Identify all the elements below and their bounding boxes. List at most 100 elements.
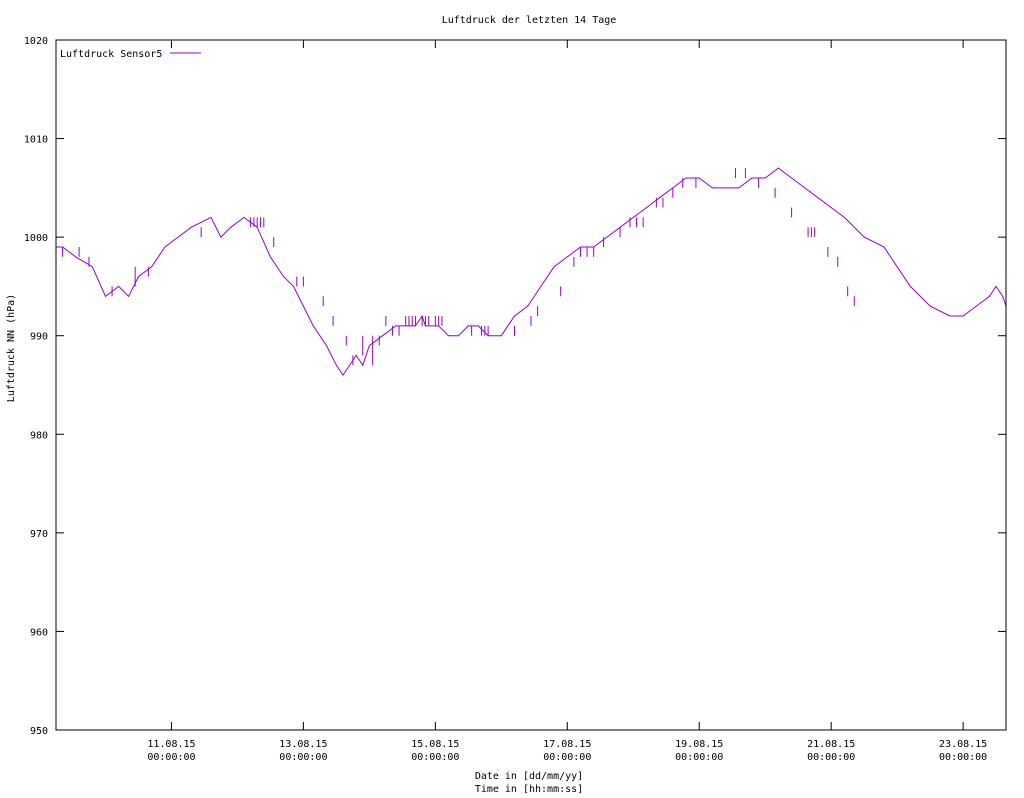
y-tick-label: 990: [30, 332, 48, 343]
series-point: [909, 285, 911, 287]
y-tick-label: 980: [30, 430, 48, 441]
series-point: [190, 226, 192, 228]
series-point: [975, 305, 977, 307]
series-point: [685, 177, 687, 179]
x-tick-label-time: 00:00:00: [411, 752, 459, 763]
y-tick-label: 1010: [24, 135, 48, 146]
series-point: [896, 266, 898, 268]
series-point: [791, 177, 793, 179]
series-point: [659, 197, 661, 199]
x-tick-label-date: 19.08.15: [675, 739, 723, 750]
series-point: [421, 315, 423, 317]
y-axis-ticks: 950 960 970 980 990 1000 1010 1020: [24, 36, 1006, 737]
series-point: [817, 197, 819, 199]
x-tick-label-date: 21.08.15: [807, 739, 855, 750]
series-point: [777, 167, 779, 169]
series-point: [949, 315, 951, 317]
series-point: [151, 266, 153, 268]
series-point: [210, 216, 212, 218]
series-point: [325, 345, 327, 347]
series-point: [164, 246, 166, 248]
x-axis-ticks: 11.08.15 00:00:00 13.08.15 00:00:00 15.08.15…: [147, 40, 987, 763]
series-point: [540, 285, 542, 287]
series-point: [711, 187, 713, 189]
series-point: [527, 305, 529, 307]
series-point: [553, 266, 555, 268]
series-point: [962, 315, 964, 317]
series-point: [738, 187, 740, 189]
y-tick-label: 1020: [24, 36, 48, 47]
series-point: [230, 226, 232, 228]
x-tick-label-time: 00:00:00: [279, 752, 327, 763]
series-layer: [55, 167, 1007, 376]
series-point: [438, 325, 440, 327]
series-point: [995, 285, 997, 287]
series-point: [804, 187, 806, 189]
legend-label: Luftdruck Sensor5: [60, 49, 162, 60]
series-point: [672, 187, 674, 189]
series-point: [477, 325, 479, 327]
series-point: [91, 266, 93, 268]
y-axis-label: Luftdruck NN (hPa): [6, 294, 17, 402]
series-point: [342, 374, 344, 376]
series-point: [355, 354, 357, 356]
series-point: [751, 177, 753, 179]
y-tick-label: 950: [30, 726, 48, 737]
series-point: [619, 226, 621, 228]
series-point: [487, 335, 489, 337]
x-tick-label-date: 15.08.15: [411, 739, 459, 750]
series-point: [698, 177, 700, 179]
series-point: [579, 246, 581, 248]
x-axis-label-time: Time in [hh:mm:ss]: [475, 784, 583, 795]
series-point: [382, 335, 384, 337]
y-tick-label: 1000: [24, 233, 48, 244]
series-point: [500, 335, 502, 337]
x-tick-label-time: 00:00:00: [807, 752, 855, 763]
series-point: [593, 246, 595, 248]
series-point: [431, 325, 433, 327]
series-point: [104, 295, 106, 297]
series-point: [118, 285, 120, 287]
series-point: [606, 236, 608, 238]
x-tick-label-time: 00:00:00: [939, 752, 987, 763]
series-point: [137, 276, 139, 278]
x-tick-label-date: 13.08.15: [279, 739, 327, 750]
series-point: [75, 256, 77, 258]
series-point: [764, 177, 766, 179]
series-point: [335, 364, 337, 366]
x-axis-label-date: Date in [dd/mm/yy]: [475, 771, 583, 782]
series-point: [989, 295, 991, 297]
chart-title: Luftdruck der letzten 14 Tage: [442, 15, 617, 26]
series-point: [843, 216, 845, 218]
series-point: [293, 285, 294, 287]
series-point: [243, 216, 245, 218]
series-point: [408, 325, 410, 327]
series-point: [128, 295, 130, 297]
series-point: [448, 335, 450, 337]
series-point: [362, 364, 364, 366]
series-point: [62, 246, 64, 248]
series-point: [457, 335, 459, 337]
series-line: [56, 167, 1007, 376]
series-point: [177, 236, 179, 238]
series-point: [645, 207, 647, 209]
series-point: [725, 187, 727, 189]
series-point: [283, 276, 285, 278]
x-tick-label-date: 11.08.15: [147, 739, 195, 750]
series-point: [883, 246, 885, 248]
series-point: [312, 325, 314, 327]
x-tick-label-date: 23.08.15: [939, 739, 987, 750]
legend: Luftdruck Sensor5: [60, 49, 201, 60]
series-point: [220, 236, 222, 238]
series-point: [632, 216, 634, 218]
series-point: [424, 325, 426, 327]
series-point: [929, 305, 931, 307]
series-point: [467, 325, 469, 327]
series-point: [395, 325, 397, 327]
x-tick-label-time: 00:00:00: [147, 752, 195, 763]
series-point: [269, 256, 271, 258]
x-tick-label-time: 00:00:00: [675, 752, 723, 763]
series-point: [302, 305, 304, 307]
